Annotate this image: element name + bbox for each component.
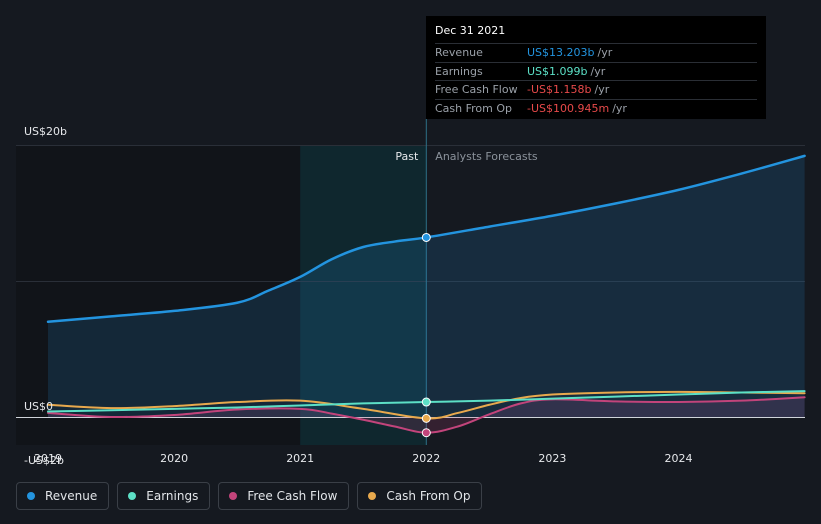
tooltip-value: -US$100.945m	[527, 101, 610, 115]
series-line-revenue	[46, 154, 806, 324]
hover-tooltip: Dec 31 2021 Revenue US$13.203b /yr Earni…	[426, 16, 766, 119]
y-axis-label: -US$2b	[24, 454, 64, 467]
x-tick-label: 2022	[412, 452, 440, 465]
legend-item-free-cash-flow[interactable]: Free Cash Flow	[218, 482, 350, 510]
forecast-label: Analysts Forecasts	[435, 150, 538, 163]
x-tick-label: 2023	[538, 452, 566, 465]
series-marker-cash-from-op	[421, 413, 431, 423]
legend-dot-icon	[128, 492, 137, 500]
y-axis-label: US$20b	[24, 125, 67, 138]
chart-legend: Revenue Earnings Free Cash Flow Cash Fro…	[16, 482, 483, 510]
tooltip-label: Earnings	[435, 64, 483, 78]
series-marker-free-cash-flow	[421, 428, 431, 438]
tooltip-unit: /yr	[597, 46, 613, 60]
tooltip-value: US$13.203b	[527, 46, 595, 60]
y-axis-label: US$0	[24, 400, 53, 413]
tooltip-label: Cash From Op	[435, 101, 513, 115]
series-area-revenue	[48, 155, 805, 417]
x-tick-label: 2019	[34, 452, 62, 465]
x-tick-label: 2021	[286, 452, 314, 465]
legend-label: Earnings	[146, 489, 199, 503]
x-tick-label: 2020	[160, 452, 188, 465]
legend-dot-icon	[368, 492, 377, 500]
tooltip-label: Revenue	[435, 46, 483, 60]
tooltip-row-cash-from-op: Cash From Op -US$100.945m /yr	[435, 98, 757, 118]
tooltip-unit: /yr	[590, 64, 606, 78]
tooltip-row-revenue: Revenue US$13.203b /yr	[435, 43, 757, 62]
tooltip-label: Free Cash Flow	[435, 83, 518, 97]
legend-label: Revenue	[45, 489, 98, 503]
highlight-band	[300, 145, 427, 445]
past-label: Past	[395, 150, 419, 163]
series-marker-revenue	[421, 232, 431, 242]
x-tick-label: 2024	[665, 452, 693, 465]
legend-label: Cash From Op	[386, 489, 471, 503]
tooltip-unit: /yr	[594, 83, 610, 97]
legend-item-revenue[interactable]: Revenue	[16, 482, 110, 510]
series-area-free-cash-flow	[48, 397, 805, 433]
tooltip-unit: /yr	[612, 101, 627, 115]
tooltip-value: US$1.099b	[527, 64, 588, 78]
legend-item-cash-from-op[interactable]: Cash From Op	[357, 482, 483, 510]
legend-item-earnings[interactable]: Earnings	[117, 482, 211, 510]
legend-dot-icon	[27, 492, 35, 500]
tooltip-row-earnings: Earnings US$1.099b /yr	[435, 61, 757, 81]
series-line-cash-from-op	[47, 390, 806, 420]
legend-label: Free Cash Flow	[247, 489, 338, 503]
tooltip-date: Dec 31 2021	[435, 24, 506, 37]
tooltip-value: -US$1.158b	[527, 83, 592, 97]
legend-dot-icon	[229, 492, 238, 500]
series-marker-earnings	[421, 397, 431, 407]
tooltip-row-free-cash-flow: Free Cash Flow -US$1.158b /yr	[435, 80, 757, 99]
